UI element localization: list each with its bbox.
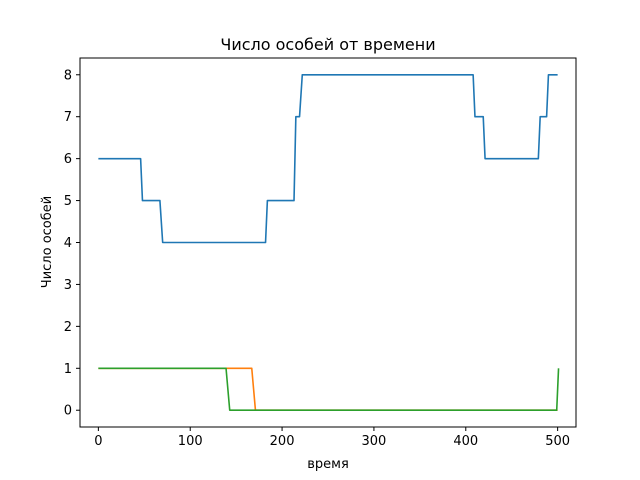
series-line-3 bbox=[98, 367, 560, 412]
y-tick-label: 8 bbox=[64, 68, 72, 83]
plot-frame bbox=[79, 57, 577, 428]
x-tick-label: 0 bbox=[94, 434, 102, 449]
y-axis-label: Число особей bbox=[40, 196, 55, 288]
x-tick-label: 200 bbox=[270, 434, 295, 449]
y-tick-label: 3 bbox=[64, 278, 72, 293]
y-tick-label: 1 bbox=[64, 362, 72, 377]
x-axis-label: время bbox=[307, 457, 349, 472]
chart-title: Число особей от времени bbox=[220, 35, 435, 54]
series-line-2 bbox=[98, 367, 558, 412]
series-layer bbox=[98, 73, 560, 412]
y-tick-label: 0 bbox=[64, 404, 72, 419]
x-tick-label: 300 bbox=[362, 434, 387, 449]
y-tick-label: 7 bbox=[64, 110, 72, 125]
y-tick-label: 6 bbox=[64, 152, 72, 167]
x-ticks: 0 100 200 300 400 500 bbox=[94, 427, 570, 449]
y-tick-label: 2 bbox=[64, 320, 72, 335]
x-tick-label: 400 bbox=[453, 434, 478, 449]
y-ticks: 0 1 2 3 4 5 6 7 8 bbox=[64, 68, 80, 419]
y-tick-label: 5 bbox=[64, 194, 72, 209]
x-tick-label: 500 bbox=[545, 434, 570, 449]
series-line-1 bbox=[98, 73, 558, 244]
x-tick-label: 100 bbox=[178, 434, 203, 449]
y-tick-label: 4 bbox=[64, 236, 72, 251]
